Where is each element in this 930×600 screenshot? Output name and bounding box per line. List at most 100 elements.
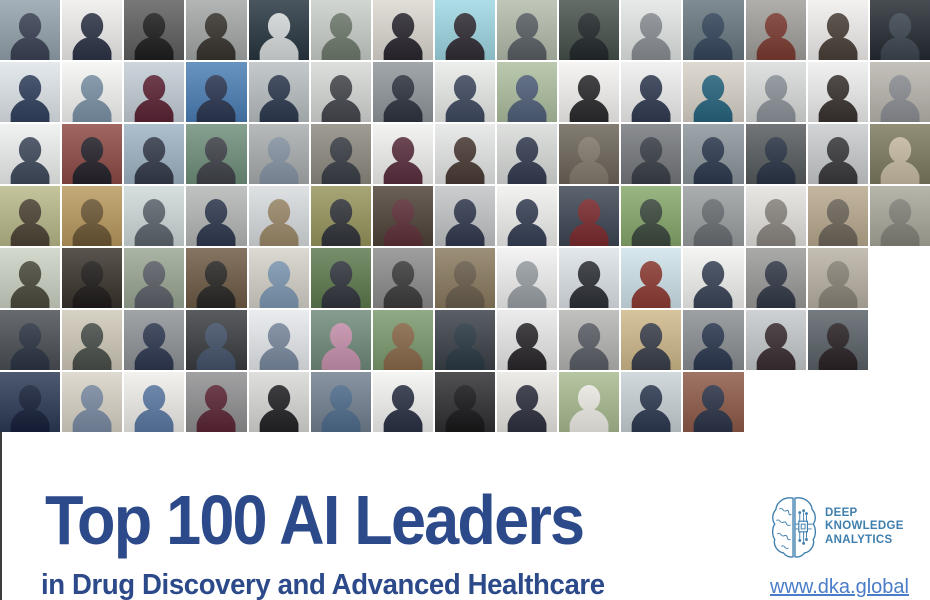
headshot-tile xyxy=(186,310,247,370)
headshot-tile xyxy=(807,248,868,308)
headshot-tile xyxy=(559,186,620,246)
headshot-tile xyxy=(621,124,682,184)
mosaic-row xyxy=(0,310,930,370)
headshot-tile xyxy=(621,310,682,370)
headshot-tile xyxy=(310,0,371,60)
headshot-tile xyxy=(186,124,247,184)
headshot-tile xyxy=(62,372,123,432)
headshot-tile xyxy=(0,248,61,308)
headshot-tile xyxy=(0,310,61,370)
headshot-tile xyxy=(310,310,371,370)
headshot-tile xyxy=(497,248,558,308)
headshot-tile xyxy=(186,372,247,432)
headshot-tile xyxy=(372,372,433,432)
headshot-tile xyxy=(559,248,620,308)
dka-logo: DEEP KNOWLEDGE ANALYTICS xyxy=(770,495,904,559)
headshot-tile xyxy=(745,186,806,246)
headshot-tile xyxy=(0,124,61,184)
headshot-tile xyxy=(186,62,247,122)
headshot-tile xyxy=(124,310,185,370)
headshot-tile xyxy=(62,62,123,122)
headshot-tile xyxy=(372,62,433,122)
headshot-tile xyxy=(683,372,744,432)
headshot-tile xyxy=(745,62,806,122)
headshot-tile xyxy=(124,62,185,122)
headshot-tile xyxy=(248,310,309,370)
headshot-tile xyxy=(497,372,558,432)
headshot-tile xyxy=(310,124,371,184)
headshot-tile xyxy=(497,62,558,122)
headshot-tile xyxy=(869,0,930,60)
headshot-tile xyxy=(559,372,620,432)
dka-website-link[interactable]: www.dka.global xyxy=(770,576,909,598)
headshot-tile xyxy=(745,0,806,60)
headshot-tile xyxy=(559,0,620,60)
headshot-tile xyxy=(807,124,868,184)
headshot-tile xyxy=(62,186,123,246)
headshot-tile xyxy=(869,124,930,184)
headshot-tile xyxy=(0,372,61,432)
headshot-tile xyxy=(621,0,682,60)
headshot-tile xyxy=(310,372,371,432)
brand-line-2: KNOWLEDGE xyxy=(825,520,904,533)
headshot-tile xyxy=(62,248,123,308)
brand-name: DEEP KNOWLEDGE ANALYTICS xyxy=(825,507,904,548)
headshot-tile xyxy=(745,248,806,308)
headshot-tile xyxy=(621,186,682,246)
headshot-tile xyxy=(434,372,495,432)
mosaic-row xyxy=(0,124,930,184)
headshot-tile xyxy=(497,124,558,184)
headshot-tile xyxy=(248,248,309,308)
headshot-tile xyxy=(62,124,123,184)
headshot-tile xyxy=(683,186,744,246)
headshot-tile xyxy=(434,186,495,246)
mosaic-row xyxy=(0,248,930,308)
headshot-tile xyxy=(683,124,744,184)
headshot-tile xyxy=(186,0,247,60)
headshot-tile xyxy=(745,124,806,184)
headshot-tile xyxy=(62,0,123,60)
headshot-tile xyxy=(372,0,433,60)
headshot-tile xyxy=(310,186,371,246)
headshot-tile xyxy=(869,186,930,246)
headshot-tile xyxy=(683,310,744,370)
headshot-tile xyxy=(124,372,185,432)
headshot-tile xyxy=(372,124,433,184)
headshot-tile xyxy=(434,0,495,60)
headshot-tile xyxy=(62,310,123,370)
headshot-tile xyxy=(434,310,495,370)
leaders-photo-mosaic xyxy=(0,0,930,432)
headshot-tile xyxy=(372,186,433,246)
mosaic-row xyxy=(0,62,930,122)
mosaic-row xyxy=(0,0,930,60)
brain-circuit-icon xyxy=(771,497,817,558)
headshot-tile xyxy=(869,62,930,122)
headshot-tile xyxy=(0,62,61,122)
headshot-tile xyxy=(807,310,868,370)
brand-line-3: ANALYTICS xyxy=(825,533,893,546)
headshot-tile xyxy=(248,62,309,122)
headshot-tile xyxy=(434,62,495,122)
headshot-tile xyxy=(0,186,61,246)
headshot-tile xyxy=(559,62,620,122)
headshot-tile xyxy=(683,248,744,308)
headshot-tile xyxy=(124,124,185,184)
headshot-tile xyxy=(621,248,682,308)
headshot-tile xyxy=(621,62,682,122)
page-title: Top 100 AI Leaders xyxy=(45,481,585,559)
headshot-tile xyxy=(186,186,247,246)
headshot-tile xyxy=(186,248,247,308)
headshot-tile xyxy=(745,310,806,370)
headshot-tile xyxy=(497,186,558,246)
headshot-tile xyxy=(807,0,868,60)
headshot-tile xyxy=(248,372,309,432)
headshot-tile xyxy=(372,310,433,370)
headshot-tile xyxy=(310,62,371,122)
headshot-tile xyxy=(807,62,868,122)
headshot-tile xyxy=(248,186,309,246)
headshot-tile xyxy=(372,248,433,308)
headshot-tile xyxy=(248,124,309,184)
mosaic-row xyxy=(0,186,930,246)
headshot-tile xyxy=(497,0,558,60)
